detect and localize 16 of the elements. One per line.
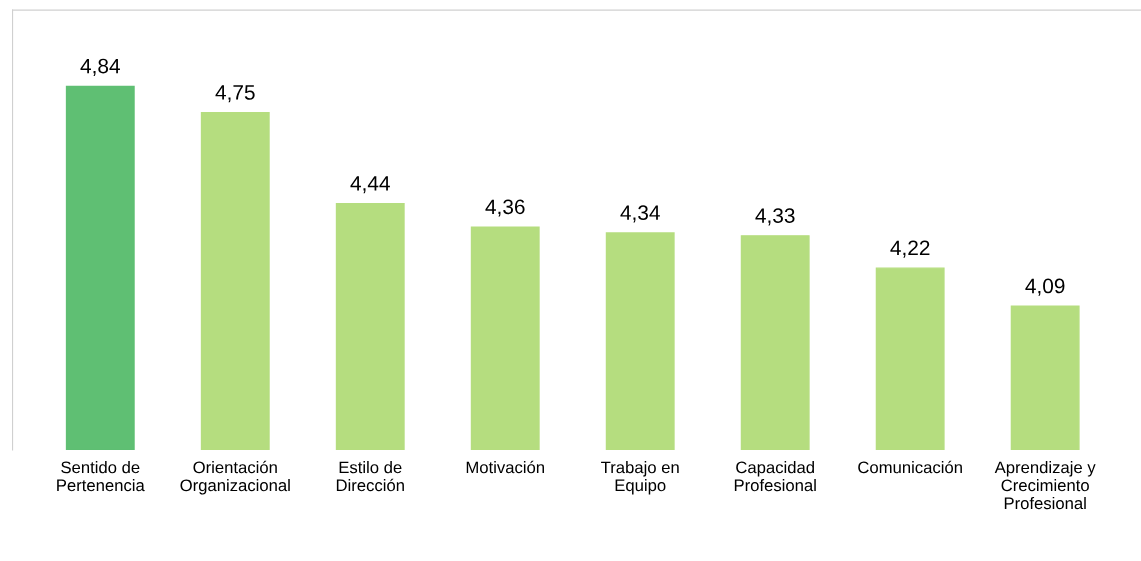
data-label: 4,33 bbox=[755, 208, 795, 226]
x-tick-label: Capacidad Profesional bbox=[734, 461, 816, 492]
x-tick-label: Estilo de Dirección bbox=[336, 461, 404, 492]
data-label: 4,84 bbox=[80, 58, 120, 76]
x-tick-label: Aprendizaje y Crecimiento Profesional bbox=[994, 461, 1096, 510]
data-label: 4,34 bbox=[620, 205, 660, 223]
x-tick-label: Orientación Organizacional bbox=[180, 460, 290, 495]
data-label: 4,75 bbox=[215, 85, 255, 103]
x-tick-label: Trabajo en Equipo bbox=[601, 461, 679, 495]
x-tick-label: Sentido de Pertenencia bbox=[57, 461, 145, 492]
data-label: 4,22 bbox=[890, 240, 930, 258]
x-tick-label: Motivación bbox=[466, 460, 544, 474]
x-tick-label: Comunicación bbox=[858, 460, 962, 474]
data-label: 4,36 bbox=[485, 199, 525, 217]
data-label: 4,44 bbox=[350, 176, 390, 194]
data-label: 4,09 bbox=[1025, 278, 1065, 296]
